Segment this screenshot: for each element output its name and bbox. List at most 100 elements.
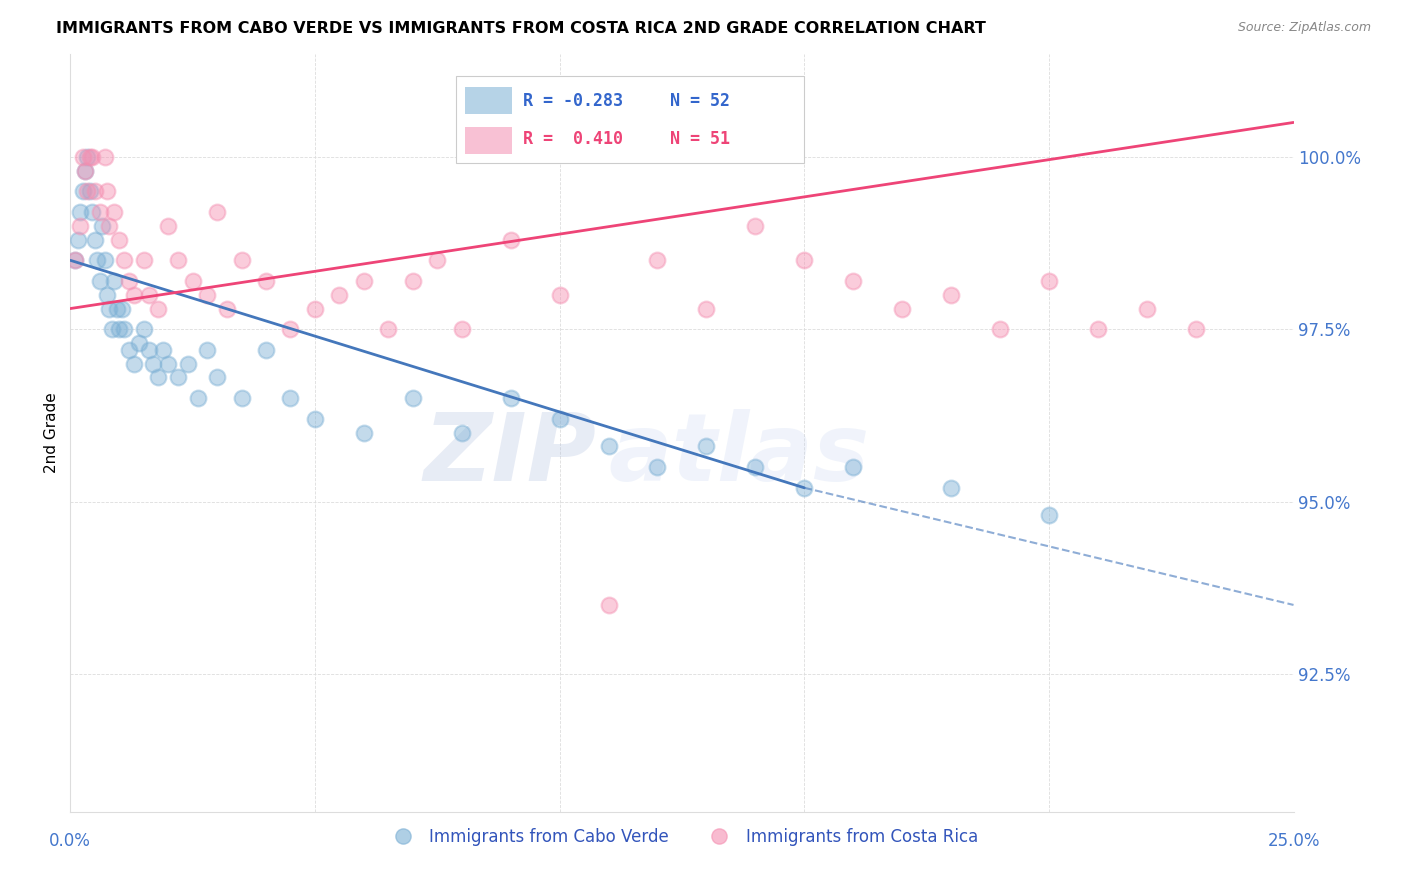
Point <box>939 287 962 301</box>
Point <box>76 185 98 199</box>
Point <box>891 301 914 316</box>
Point <box>1038 274 1060 288</box>
Point <box>304 412 326 426</box>
Point <box>79 185 101 199</box>
Point <box>1087 322 1109 336</box>
Point <box>1184 322 1206 336</box>
Text: R = -0.283: R = -0.283 <box>523 92 623 110</box>
Point <box>450 425 472 440</box>
Point <box>280 322 302 336</box>
Point <box>118 343 141 357</box>
Point <box>96 185 118 199</box>
Point <box>450 322 472 336</box>
Point <box>647 460 669 475</box>
Point <box>98 219 121 233</box>
Point <box>328 287 350 301</box>
Point <box>1136 301 1159 316</box>
Point <box>195 287 218 301</box>
Point <box>353 425 375 440</box>
Point <box>122 357 145 371</box>
Point <box>205 205 228 219</box>
Point <box>793 481 815 495</box>
Point <box>142 357 165 371</box>
Point <box>254 343 277 357</box>
Point <box>548 287 571 301</box>
Point <box>499 391 522 405</box>
Point <box>112 322 135 336</box>
Point <box>353 274 375 288</box>
Point <box>793 253 815 268</box>
Point <box>79 150 101 164</box>
Point <box>231 391 253 405</box>
Point <box>157 357 180 371</box>
Point <box>82 150 104 164</box>
Text: IMMIGRANTS FROM CABO VERDE VS IMMIGRANTS FROM COSTA RICA 2ND GRADE CORRELATION C: IMMIGRANTS FROM CABO VERDE VS IMMIGRANTS… <box>56 21 986 36</box>
Point <box>598 598 620 612</box>
Point <box>842 460 865 475</box>
Point <box>132 322 155 336</box>
Point <box>69 205 91 219</box>
Text: N = 52: N = 52 <box>669 92 730 110</box>
Point <box>105 301 128 316</box>
Text: 25.0%: 25.0% <box>1267 832 1320 850</box>
Point <box>122 287 145 301</box>
Point <box>842 274 865 288</box>
Point <box>111 301 134 316</box>
Point <box>304 301 326 316</box>
Point <box>148 301 170 316</box>
Point <box>86 253 108 268</box>
Point <box>152 343 174 357</box>
Point <box>138 343 160 357</box>
Text: atlas: atlas <box>609 409 870 501</box>
Point <box>744 219 766 233</box>
Point <box>93 253 115 268</box>
Point <box>63 253 86 268</box>
Point <box>138 287 160 301</box>
Point <box>89 274 111 288</box>
Point <box>72 150 94 164</box>
Point <box>426 253 449 268</box>
Point <box>148 370 170 384</box>
Point <box>73 163 96 178</box>
Point <box>112 253 135 268</box>
Point <box>89 205 111 219</box>
FancyBboxPatch shape <box>465 127 512 154</box>
Point <box>499 233 522 247</box>
Point <box>108 322 131 336</box>
Point <box>231 253 253 268</box>
Point <box>695 439 717 453</box>
Point <box>83 233 105 247</box>
Point <box>93 150 115 164</box>
Point <box>83 185 105 199</box>
Point <box>101 322 124 336</box>
Point <box>195 343 218 357</box>
Point <box>167 253 190 268</box>
Text: ZIP: ZIP <box>423 409 596 501</box>
Point <box>91 219 114 233</box>
Point <box>939 481 962 495</box>
Point <box>82 205 104 219</box>
Point <box>177 357 200 371</box>
Point <box>988 322 1011 336</box>
Point <box>76 150 98 164</box>
Point <box>63 253 86 268</box>
Point <box>132 253 155 268</box>
Point <box>205 370 228 384</box>
Point <box>72 185 94 199</box>
Point <box>167 370 190 384</box>
Point <box>647 253 669 268</box>
Legend: Immigrants from Cabo Verde, Immigrants from Costa Rica: Immigrants from Cabo Verde, Immigrants f… <box>380 822 984 853</box>
Point <box>69 219 91 233</box>
Point <box>402 274 425 288</box>
Point <box>96 287 118 301</box>
Point <box>128 336 150 351</box>
Text: R =  0.410: R = 0.410 <box>523 130 623 148</box>
Point <box>402 391 425 405</box>
Point <box>103 205 125 219</box>
Point <box>548 412 571 426</box>
FancyBboxPatch shape <box>456 77 804 163</box>
Point <box>1038 508 1060 523</box>
Point <box>254 274 277 288</box>
Text: N = 51: N = 51 <box>669 130 730 148</box>
Point <box>744 460 766 475</box>
